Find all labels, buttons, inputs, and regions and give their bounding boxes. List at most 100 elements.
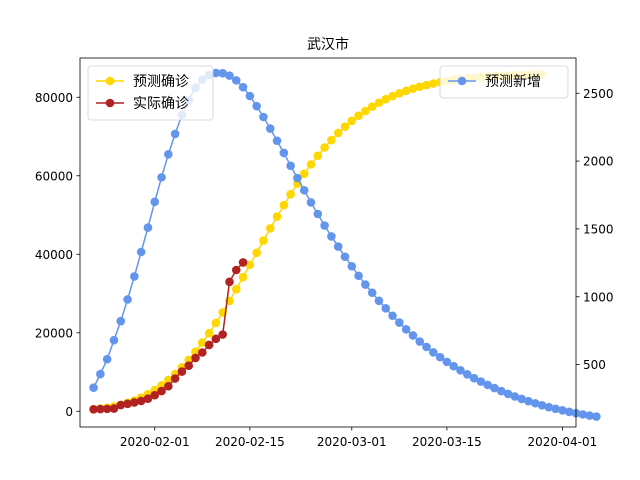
series-2-point xyxy=(252,101,261,111)
series-1-point xyxy=(109,404,119,413)
legend-swatch-marker xyxy=(105,76,115,86)
series-1-point xyxy=(123,399,132,409)
series-2-point xyxy=(164,150,173,159)
x-tick-label: 2020-02-01 xyxy=(120,435,190,449)
legend-swatch-marker xyxy=(105,98,115,108)
series-0-point xyxy=(272,212,282,221)
series-1-point xyxy=(102,404,112,414)
series-2-point xyxy=(89,383,98,392)
series-2-point xyxy=(286,161,295,171)
series-2-point xyxy=(367,288,377,297)
series-2-point xyxy=(238,82,248,92)
series-0-point xyxy=(238,272,248,282)
y-left-tick-label: 40000 xyxy=(35,248,73,262)
series-0-point xyxy=(245,260,255,270)
series-2-point xyxy=(483,380,492,390)
series-2-point xyxy=(517,394,526,404)
series-0-point xyxy=(422,80,431,90)
series-1-point xyxy=(238,258,248,267)
x-tick-label: 2020-02-15 xyxy=(215,435,285,449)
series-1-point xyxy=(150,390,160,400)
y-left-tick-label: 20000 xyxy=(35,326,73,340)
series-2-point xyxy=(320,221,329,230)
series-2-point xyxy=(259,112,268,122)
series-1-point xyxy=(170,374,180,383)
series-2-point xyxy=(150,197,160,207)
y-left-tick-label: 0 xyxy=(65,405,73,419)
series-0-point xyxy=(381,94,391,104)
series-1-group xyxy=(89,258,248,414)
legend-box xyxy=(87,65,214,121)
legend-label: 实际确诊 xyxy=(133,96,189,112)
series-0-point xyxy=(395,89,404,98)
series-2-point xyxy=(218,68,227,78)
series-2-point xyxy=(293,173,302,183)
series-0-point xyxy=(306,160,316,169)
series-1-point xyxy=(204,340,214,350)
series-1-point xyxy=(231,265,241,275)
series-0-point xyxy=(327,135,336,145)
series-2-point xyxy=(524,396,533,406)
series-2-point xyxy=(374,296,384,306)
series-0-point xyxy=(164,375,173,385)
series-2-point xyxy=(578,410,588,419)
series-2-point xyxy=(381,304,391,313)
series-2-point xyxy=(313,209,323,219)
series-2-point xyxy=(340,252,350,262)
series-2-point xyxy=(537,400,547,410)
series-2-point xyxy=(96,369,105,379)
y-right-tick-label: 2500 xyxy=(583,87,614,101)
series-2-point xyxy=(211,68,221,78)
legend-1: 预测新增 xyxy=(439,65,569,99)
series-0-point xyxy=(204,328,214,338)
series-1-point xyxy=(184,361,194,370)
series-1-point xyxy=(218,330,227,339)
series-2-point xyxy=(333,242,343,251)
series-0-point xyxy=(367,102,377,111)
series-0-point xyxy=(299,169,309,179)
y-right-tick-label: 1500 xyxy=(583,222,614,236)
series-1-point xyxy=(164,381,173,391)
series-2-point xyxy=(564,407,574,417)
series-2-point xyxy=(469,373,479,383)
series-1-point xyxy=(96,404,105,414)
series-2-point xyxy=(462,370,472,379)
legend-label: 预测确诊 xyxy=(133,74,189,90)
plot-frame xyxy=(79,57,577,428)
series-2-point xyxy=(157,173,166,182)
series-0-point xyxy=(415,82,425,91)
series-2-point xyxy=(496,386,506,396)
series-0-point xyxy=(429,79,438,88)
series-2-point xyxy=(388,311,397,321)
series-2-point xyxy=(272,136,282,146)
series-2-point xyxy=(136,247,146,257)
series-2-point xyxy=(306,198,316,207)
series-2-point xyxy=(401,325,411,334)
series-0-point xyxy=(198,338,207,347)
series-2-point xyxy=(170,129,180,139)
series-2-point xyxy=(476,377,486,386)
series-2-point xyxy=(102,354,112,364)
series-2-point xyxy=(408,331,418,340)
axes-layer: 2020-02-01 2020-02-15 2020-03-01 2020-03-15… xyxy=(35,57,614,449)
series-2-point xyxy=(231,76,241,85)
y-left-tick-label: 60000 xyxy=(35,169,73,183)
series-2-point xyxy=(299,185,309,195)
x-tick-label: 2020-04-01 xyxy=(528,435,598,449)
series-2-point xyxy=(130,272,139,281)
series-0-point xyxy=(388,91,397,101)
series-2-point xyxy=(265,124,275,133)
series-2-point xyxy=(225,71,234,80)
series-0-point xyxy=(286,189,295,199)
series-2-point xyxy=(109,335,119,345)
series-2-point xyxy=(449,361,459,371)
series-0-point xyxy=(252,248,261,258)
series-0-point xyxy=(354,111,363,121)
series-0-point xyxy=(347,116,357,126)
x-tick-label: 2020-03-01 xyxy=(317,435,387,449)
series-2-point xyxy=(245,91,255,101)
legend-label: 预测新增 xyxy=(485,74,541,90)
